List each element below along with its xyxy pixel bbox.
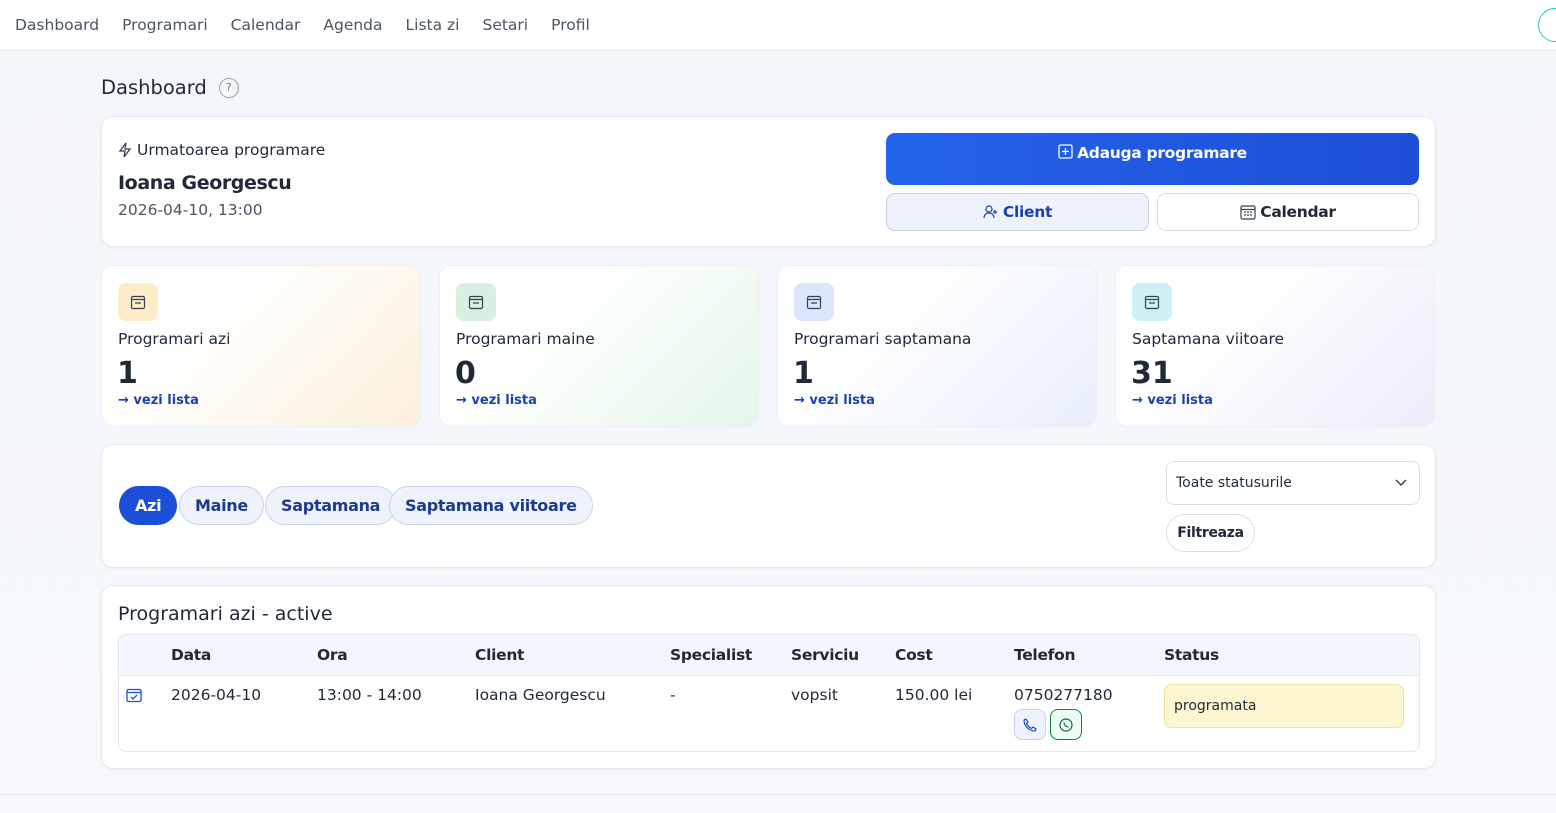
phone-cell: 0750277180 xyxy=(1014,686,1164,740)
next-label: Urmatoarea programare xyxy=(137,141,326,159)
filter-tab[interactable]: Maine xyxy=(179,486,264,525)
stat-icon xyxy=(794,283,834,321)
stat-card: Programari maine 0 → vezi lista xyxy=(439,265,759,427)
footer-line xyxy=(0,794,1556,795)
row-calendar-icon xyxy=(126,688,142,703)
stat-value: 31 xyxy=(1131,356,1173,391)
stat-icon-glyph xyxy=(1144,295,1160,309)
help-icon[interactable]: ? xyxy=(218,77,239,98)
header-cell: Status xyxy=(1164,646,1219,664)
header-cell: Specialist xyxy=(670,646,752,664)
header-cell: Client xyxy=(475,646,525,664)
nav-item[interactable]: Profil xyxy=(551,16,590,34)
calendar-text: Calendar xyxy=(1260,203,1336,221)
stat-link[interactable]: → vezi lista xyxy=(794,393,875,408)
filter-button[interactable]: Filtreaza xyxy=(1166,514,1255,552)
header-cell: Cost xyxy=(895,646,933,664)
calendar-button[interactable]: Calendar xyxy=(1157,193,1419,231)
stat-label: Saptamana viitoare xyxy=(1132,330,1285,348)
stat-label: Programari maine xyxy=(456,330,595,348)
filter-tab[interactable]: Saptamana xyxy=(265,486,397,525)
nav-item[interactable]: Programari xyxy=(122,16,208,34)
table-title: Programari azi - active xyxy=(118,603,333,625)
filter-card: Toate statusurile Filtreaza Azi Maine Sapt… xyxy=(101,444,1436,568)
stat-card: Saptamana viitoare 31 → vezi lista xyxy=(1115,265,1435,427)
nav-item[interactable]: Lista zi xyxy=(405,16,460,34)
table-cell: 13:00 - 14:00 xyxy=(317,686,422,704)
client-text: Client xyxy=(1002,203,1053,221)
stat-icon xyxy=(1132,283,1172,321)
phone-number: 0750277180 xyxy=(1014,686,1113,704)
chevron xyxy=(1395,479,1407,487)
stat-link[interactable]: → vezi lista xyxy=(118,393,199,408)
status-select-text: Toate statusurile xyxy=(1176,475,1292,491)
header-cell: Serviciu xyxy=(791,646,859,664)
contact-buttons xyxy=(1014,709,1164,740)
filter-tab[interactable]: Saptamana viitoare xyxy=(389,486,593,525)
nav-item[interactable]: Agenda xyxy=(323,16,383,34)
nav-item[interactable]: Dashboard xyxy=(15,16,100,34)
add-button[interactable]: Adauga programare xyxy=(886,133,1419,185)
stat-value: 1 xyxy=(117,356,138,391)
next-name: Ioana Georgescu xyxy=(118,172,292,194)
nav-item[interactable]: Setari xyxy=(482,16,529,34)
table-cell: Ioana Georgescu xyxy=(475,686,606,704)
page-header: Dashboard ? xyxy=(101,76,239,99)
stat-icon-glyph xyxy=(806,295,822,309)
whatsapp-icon xyxy=(1059,717,1073,732)
add-text: Adauga programare xyxy=(1077,144,1247,162)
add-icon xyxy=(1058,144,1073,159)
status-select[interactable]: Toate statusurile xyxy=(1166,461,1420,505)
stat-label: Programari azi xyxy=(118,330,231,348)
table-card: Programari azi - active Data Ora Client Spe… xyxy=(101,585,1436,769)
table-cell: 150.00 lei xyxy=(895,686,973,704)
nav-item[interactable]: Calendar xyxy=(230,16,301,34)
status-badge: programata xyxy=(1164,684,1404,728)
next-card: Urmatoarea programare Ioana Georgescu 20… xyxy=(101,116,1436,247)
next-label-row: Urmatoarea programare xyxy=(118,141,325,159)
stat-value: 1 xyxy=(793,356,814,391)
table-cell: 2026-04-10 xyxy=(171,686,262,704)
bolt-icon xyxy=(118,142,132,158)
stat-icon xyxy=(456,283,496,321)
whatsapp-button[interactable] xyxy=(1050,709,1082,740)
header-cell: Ora xyxy=(317,646,348,664)
avatar[interactable] xyxy=(1538,8,1556,42)
stat-icon xyxy=(118,283,158,321)
next-datetime: 2026-04-10, 13:00 xyxy=(118,201,263,219)
client-icon xyxy=(983,205,997,219)
stat-icon-glyph xyxy=(130,295,146,309)
header-cell: Telefon xyxy=(1014,646,1076,664)
table-row: 2026-04-10 13:00 - 14:00 Ioana Georgescu - v… xyxy=(119,676,1419,751)
phone-icon xyxy=(1023,717,1037,732)
page-title: Dashboard xyxy=(101,76,207,99)
client-button[interactable]: Client xyxy=(886,193,1149,231)
table: Data Ora Client Specialist Serviciu Cost Telef… xyxy=(118,634,1420,752)
stat-card: Programari saptamana 1 → vezi lista xyxy=(777,265,1097,427)
header-cell: Data xyxy=(171,646,211,664)
table-header: Data Ora Client Specialist Serviciu Cost Telef… xyxy=(119,635,1419,676)
calendar-icon xyxy=(1240,204,1256,220)
stat-icon-glyph xyxy=(468,295,484,309)
stat-card: Programari azi 1 → vezi lista xyxy=(101,265,421,427)
stat-link[interactable]: → vezi lista xyxy=(1132,393,1213,408)
filter-tab[interactable]: Azi xyxy=(119,486,178,525)
stat-link[interactable]: → vezi lista xyxy=(456,393,537,408)
stat-label: Programari saptamana xyxy=(794,330,972,348)
stat-value: 0 xyxy=(455,356,476,391)
table-cell: - xyxy=(670,686,676,704)
row-icon xyxy=(119,686,171,707)
call-button[interactable] xyxy=(1014,709,1046,740)
table-cell: vopsit xyxy=(791,686,838,704)
top-nav: Dashboard Programari Calendar Agenda Lista z… xyxy=(0,0,1556,51)
